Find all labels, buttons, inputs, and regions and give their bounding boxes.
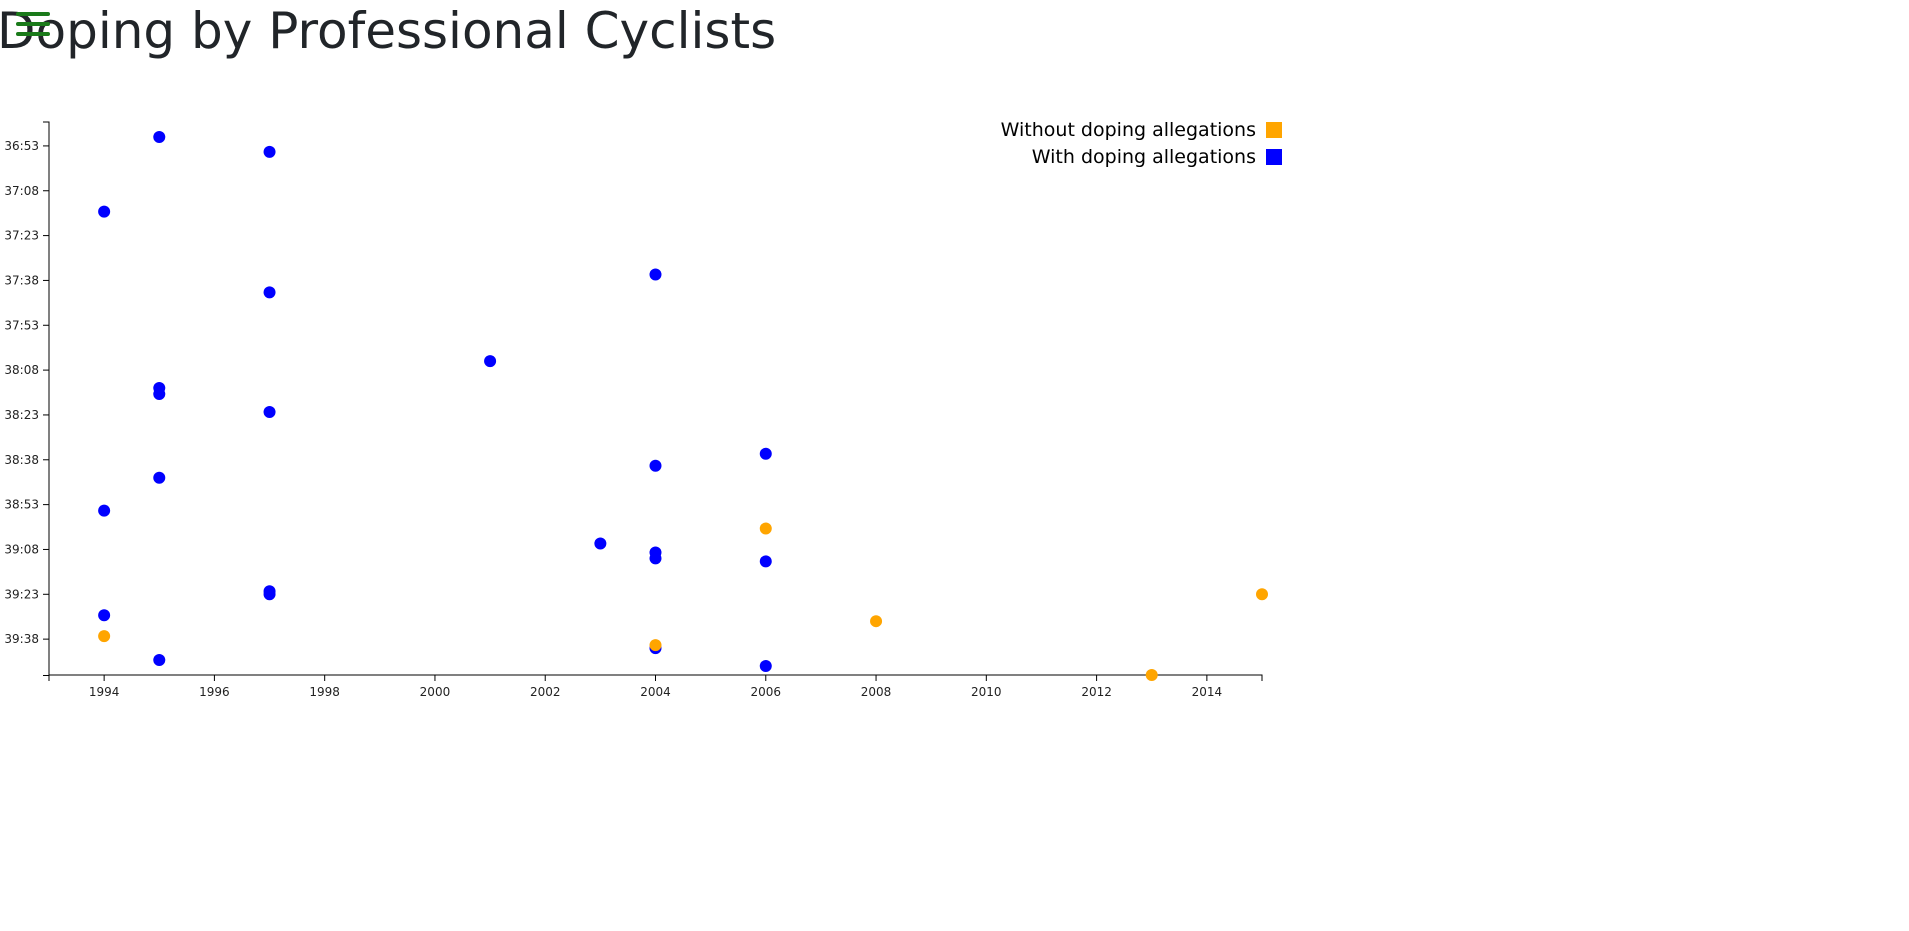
y-tick-label: 39:23 <box>4 587 39 601</box>
data-point <box>153 654 166 667</box>
x-tick-label: 2012 <box>1081 685 1112 699</box>
y-tick-label: 37:08 <box>4 184 39 198</box>
data-point <box>153 388 166 401</box>
data-point <box>98 630 111 643</box>
legend-item-label: With doping allegations <box>1032 146 1256 168</box>
y-tick-label: 36:53 <box>4 139 39 153</box>
y-tick-label: 38:38 <box>4 453 39 467</box>
x-tick-label: 2002 <box>530 685 561 699</box>
x-tick-label: 2000 <box>420 685 451 699</box>
data-point <box>870 615 883 628</box>
y-tick-label: 38:08 <box>4 363 39 377</box>
y-axis: 36:53 37:08 37:23 37:38 37:53 38:08 38:23 38:38… <box>4 121 50 676</box>
y-tick-label: 39:38 <box>4 632 39 646</box>
y-tick-label: 39:08 <box>4 542 39 556</box>
data-point <box>649 639 662 652</box>
data-point <box>98 609 111 622</box>
menu-icon-bar <box>16 22 50 26</box>
data-point <box>1145 669 1158 681</box>
data-point <box>759 660 772 673</box>
y-tick-label: 38:23 <box>4 408 39 422</box>
x-tick-label: 2008 <box>861 685 892 699</box>
data-point <box>263 145 276 158</box>
data-point <box>263 286 276 299</box>
data-point <box>759 555 772 568</box>
data-point <box>153 471 166 484</box>
x-tick-label: 1996 <box>199 685 230 699</box>
data-point <box>594 537 607 550</box>
data-point <box>484 355 497 368</box>
menu-icon-bar <box>16 32 50 36</box>
data-point <box>98 205 111 218</box>
y-tick-label: 37:53 <box>4 318 39 332</box>
menu-icon-bar <box>16 12 50 16</box>
x-tick-label: 2004 <box>640 685 671 699</box>
legend-swatch <box>1266 149 1282 165</box>
y-axis-line <box>43 121 50 676</box>
y-tick-label: 37:38 <box>4 273 39 287</box>
legend: Without doping allegations With doping al… <box>1001 119 1282 168</box>
y-tick-label: 37:23 <box>4 229 39 243</box>
data-point <box>153 130 166 143</box>
data-point <box>759 522 772 535</box>
data-point <box>98 504 111 517</box>
data-point <box>649 552 662 565</box>
x-tick-label: 1998 <box>309 685 340 699</box>
data-point <box>1256 588 1268 601</box>
data-points <box>98 130 1268 681</box>
data-point <box>263 588 276 601</box>
x-tick-label: 2014 <box>1192 685 1223 699</box>
data-point <box>263 405 276 418</box>
page-title: Doping by Professional Cyclists <box>0 2 777 60</box>
x-tick-label: 2006 <box>750 685 781 699</box>
data-point <box>649 268 662 281</box>
legend-item-label: Without doping allegations <box>1001 119 1256 141</box>
hamburger-menu-icon[interactable] <box>16 12 50 40</box>
x-axis: 1994 1996 1998 2000 2002 2004 2006 2008 2010 2012… <box>48 674 1263 699</box>
data-point <box>649 459 662 472</box>
x-tick-label: 2010 <box>971 685 1002 699</box>
legend-swatch <box>1266 122 1282 138</box>
x-tick-label: 1994 <box>89 685 120 699</box>
data-point <box>759 447 772 460</box>
y-tick-label: 38:53 <box>4 498 39 512</box>
